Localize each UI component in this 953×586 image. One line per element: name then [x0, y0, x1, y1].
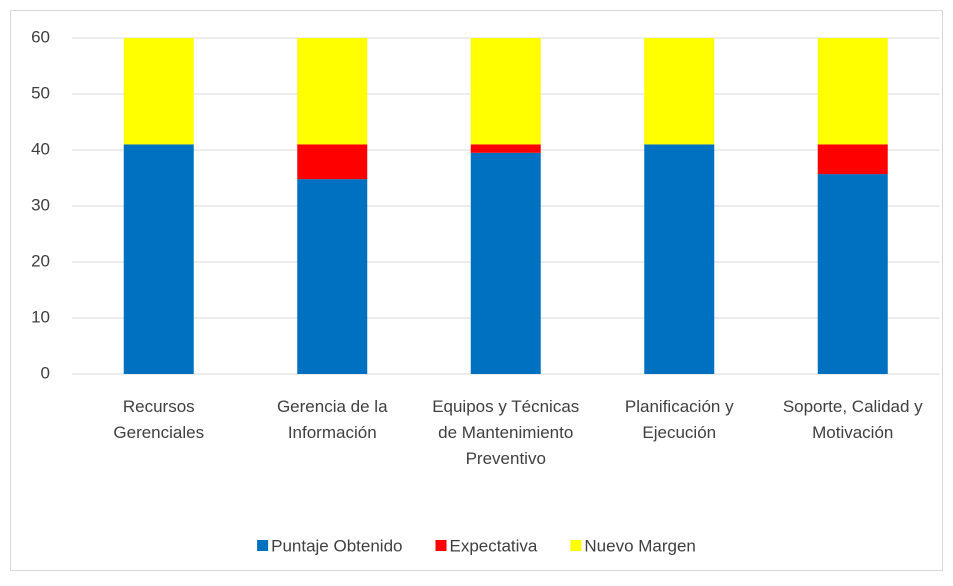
legend-swatch [435, 540, 447, 551]
bar-segment [470, 144, 541, 153]
bar-segment [297, 38, 368, 145]
bar-segment [297, 144, 368, 180]
legend-swatch [257, 540, 269, 551]
legend-label: Expectativa [449, 536, 537, 555]
y-tick-label: 40 [31, 139, 50, 158]
bar-segment [123, 38, 194, 145]
bar-segment [817, 144, 888, 175]
bar-segment [470, 152, 541, 374]
bar-segment [297, 179, 368, 374]
x-tick-label: Recursos Gerenciales [113, 397, 204, 442]
bar-segment [123, 144, 194, 374]
y-tick-label: 20 [31, 251, 50, 270]
bar-segment [817, 174, 888, 374]
y-tick-label: 0 [41, 363, 50, 382]
bar-segment [644, 38, 715, 145]
legend-swatch [570, 540, 582, 551]
x-tick-label: Gerencia de la Información [277, 397, 388, 442]
bar-segment [470, 38, 541, 145]
bar-segment [644, 144, 715, 374]
y-tick-label: 50 [31, 83, 50, 102]
x-tick-label: Soporte, Calidad y Motivación [783, 397, 923, 442]
legend: Puntaje Obtenido Expectativa Nuevo Margen [257, 536, 696, 555]
y-tick-label: 10 [31, 307, 50, 326]
legend-label: Puntaje Obtenido [271, 536, 402, 555]
y-tick-label: 30 [31, 195, 50, 214]
legend-label: Nuevo Margen [584, 536, 696, 555]
x-tick-label: Planificación y Ejecución [625, 397, 734, 442]
bar-segment [817, 38, 888, 145]
x-tick-label: Equipos y Técnicas de Mantenimiento Preven… [432, 397, 579, 468]
y-tick-label: 60 [31, 27, 50, 46]
